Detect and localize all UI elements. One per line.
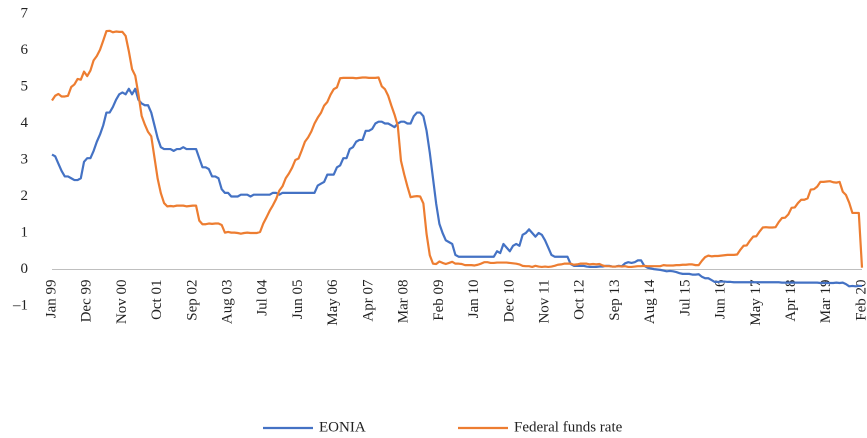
x-tick-label: Apr 18 bbox=[783, 280, 799, 322]
x-tick-label: May 17 bbox=[748, 279, 764, 326]
x-tick-label: Sep 02 bbox=[184, 280, 200, 321]
x-tick-label: Dec 99 bbox=[79, 280, 95, 323]
y-tick-label: 7 bbox=[21, 5, 29, 21]
x-tick-label: Oct 01 bbox=[149, 280, 165, 320]
y-tick-label: 0 bbox=[21, 261, 29, 277]
x-tick-label: Jan 10 bbox=[466, 280, 482, 319]
y-tick-label: 4 bbox=[21, 115, 29, 131]
x-tick-label: Sep 13 bbox=[607, 280, 623, 321]
x-tick-label: Jun 16 bbox=[713, 279, 729, 319]
x-tick-label: Jan 99 bbox=[43, 280, 59, 319]
y-tick-label: 1 bbox=[21, 224, 29, 240]
y-tick-label: –1 bbox=[12, 297, 28, 313]
series-line bbox=[51, 87, 862, 288]
series-line bbox=[51, 29, 864, 269]
x-tick-label: May 06 bbox=[325, 279, 341, 326]
y-tick-label: 2 bbox=[21, 188, 29, 204]
x-tick-label: Jul 04 bbox=[255, 279, 271, 316]
x-tick-label: Nov 11 bbox=[536, 280, 552, 324]
x-tick-label: Nov 00 bbox=[114, 280, 130, 325]
y-tick-label: 6 bbox=[21, 42, 29, 58]
x-tick-label: Dec 10 bbox=[501, 279, 517, 322]
y-tick-label: 3 bbox=[21, 151, 29, 167]
x-tick-label: Feb 09 bbox=[431, 280, 447, 321]
x-tick-label: Mar 19 bbox=[818, 280, 834, 324]
x-tick-label: Aug 14 bbox=[642, 279, 658, 324]
legend-label: Federal funds rate bbox=[514, 419, 623, 435]
x-tick-label: Oct 12 bbox=[572, 280, 588, 320]
x-tick-label: Jul 15 bbox=[677, 280, 693, 316]
x-tick-label: Mar 08 bbox=[396, 280, 412, 324]
x-tick-label: Aug 03 bbox=[220, 280, 236, 325]
x-tick-label: Feb 20 bbox=[853, 280, 867, 321]
legend-label: EONIA bbox=[319, 419, 366, 435]
x-tick-label: Apr 07 bbox=[360, 279, 376, 322]
x-tick-label: Jun 05 bbox=[290, 280, 306, 320]
y-tick-label: 5 bbox=[21, 78, 29, 94]
